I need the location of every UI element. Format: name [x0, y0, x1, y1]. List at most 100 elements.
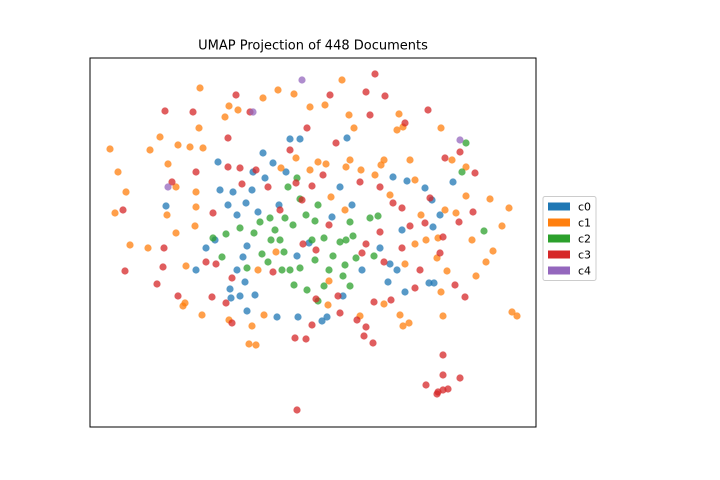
- point: [338, 76, 346, 84]
- point: [376, 183, 384, 191]
- point: [272, 248, 280, 256]
- point: [290, 90, 298, 98]
- point: [172, 229, 180, 237]
- point: [228, 319, 236, 327]
- point: [264, 258, 272, 266]
- point: [362, 88, 370, 96]
- point: [406, 156, 414, 164]
- point: [437, 124, 445, 132]
- point: [198, 311, 206, 319]
- point: [462, 163, 470, 171]
- point: [362, 240, 370, 248]
- point: [341, 206, 349, 214]
- point: [308, 321, 316, 329]
- point: [227, 294, 235, 302]
- point: [353, 316, 361, 324]
- point: [429, 223, 437, 231]
- point: [306, 103, 314, 111]
- point: [212, 260, 220, 268]
- point: [299, 240, 307, 248]
- point: [371, 171, 379, 179]
- point: [269, 268, 277, 276]
- point: [119, 206, 127, 214]
- point: [376, 228, 384, 236]
- point: [417, 211, 425, 219]
- point: [513, 312, 521, 320]
- point: [162, 202, 170, 210]
- point: [343, 134, 351, 142]
- legend-label: c2: [578, 233, 591, 246]
- point: [339, 272, 347, 280]
- point: [192, 203, 200, 211]
- point: [508, 308, 516, 316]
- plot-frame: [89, 57, 537, 428]
- point: [239, 253, 247, 261]
- point: [156, 133, 164, 141]
- point: [172, 183, 180, 191]
- point: [274, 86, 282, 94]
- point: [345, 111, 353, 119]
- point: [472, 272, 480, 280]
- point: [186, 143, 194, 151]
- point: [306, 166, 314, 174]
- point: [252, 341, 260, 349]
- point: [292, 179, 300, 187]
- point: [286, 266, 294, 274]
- point: [377, 161, 385, 169]
- point: [224, 201, 232, 209]
- point: [242, 199, 250, 207]
- point: [254, 208, 262, 216]
- point: [286, 135, 294, 143]
- point: [196, 84, 204, 92]
- point: [401, 260, 409, 268]
- legend-swatch: [548, 202, 570, 211]
- point: [248, 322, 256, 330]
- point: [121, 267, 129, 275]
- point: [443, 267, 451, 275]
- point: [224, 163, 232, 171]
- point: [456, 374, 464, 382]
- point: [425, 279, 433, 287]
- point: [276, 206, 284, 214]
- point: [291, 334, 299, 342]
- point: [436, 249, 444, 257]
- point: [245, 340, 253, 348]
- point: [259, 149, 267, 157]
- point: [456, 136, 464, 144]
- point: [294, 313, 302, 321]
- point: [448, 156, 456, 164]
- point: [398, 244, 406, 252]
- point: [271, 226, 279, 234]
- point: [144, 244, 152, 252]
- point: [191, 222, 199, 230]
- point: [357, 166, 365, 174]
- point: [111, 209, 119, 217]
- point: [236, 292, 244, 300]
- point: [371, 70, 379, 78]
- point: [236, 164, 244, 172]
- point: [192, 266, 200, 274]
- point: [221, 113, 229, 121]
- point: [292, 154, 300, 162]
- point: [302, 211, 310, 219]
- point: [399, 322, 407, 330]
- point: [339, 292, 347, 300]
- point: [318, 317, 326, 325]
- point: [302, 335, 310, 343]
- point: [284, 183, 292, 191]
- point: [266, 214, 274, 222]
- point: [192, 188, 200, 196]
- point: [126, 241, 134, 249]
- point: [161, 107, 169, 115]
- point: [254, 266, 262, 274]
- point: [398, 226, 406, 234]
- point: [232, 91, 240, 99]
- point: [381, 92, 389, 100]
- point: [389, 199, 397, 207]
- point: [421, 184, 429, 192]
- point: [426, 194, 434, 202]
- point: [296, 264, 304, 272]
- point: [233, 211, 241, 219]
- point: [163, 211, 171, 219]
- point: [458, 168, 466, 176]
